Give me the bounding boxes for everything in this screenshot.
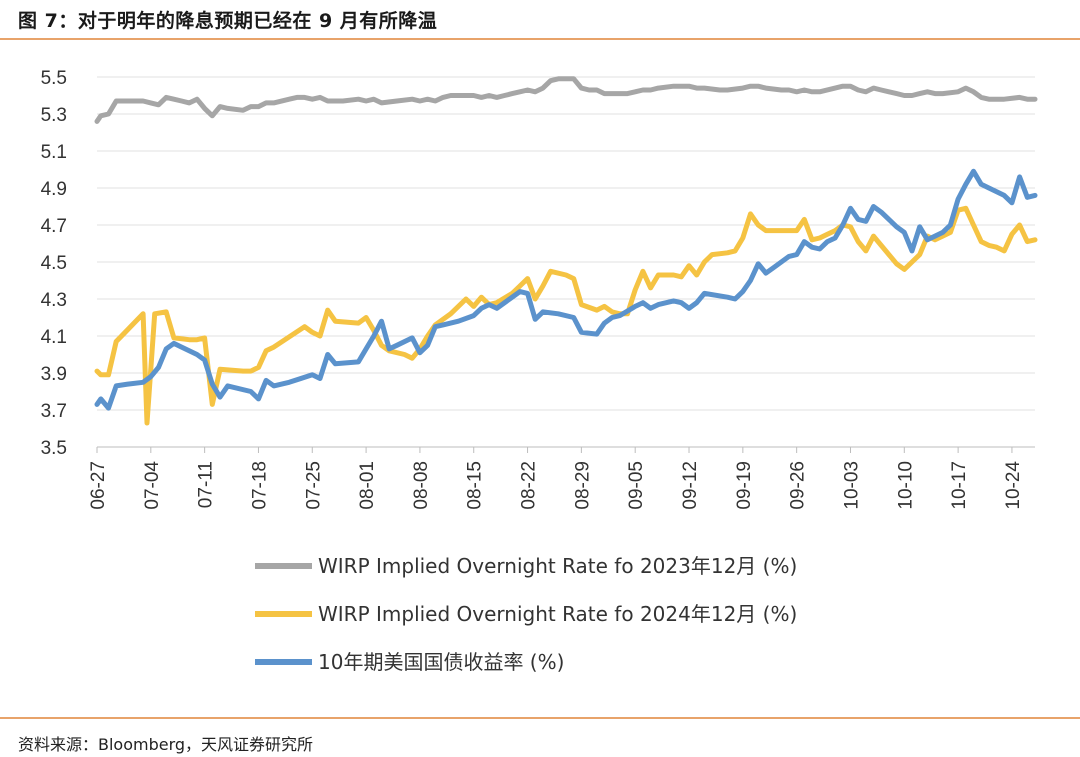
x-tick-label: 10-17 (949, 461, 970, 510)
y-tick-label: 3.5 (41, 438, 67, 459)
figure-title: 图 7：对于明年的降息预期已经在 9 月有所降温 (18, 10, 438, 32)
x-tick-label: 08-01 (357, 461, 378, 510)
y-tick-label: 4.7 (41, 216, 67, 237)
x-tick-label: 08-22 (519, 461, 540, 510)
legend-label: WIRP Implied Overnight Rate fo 2024年12月 … (318, 602, 797, 626)
y-axis: 3.5 3.7 3.9 4.1 4.3 4.5 4.7 4.9 5.1 5.3 5.5 (41, 68, 67, 459)
y-tick-label: 5.1 (41, 142, 67, 163)
x-tick-label: 09-05 (626, 461, 647, 510)
series-wirp-2023-dec-line (94, 76, 1038, 124)
y-tick-label: 4.3 (41, 290, 67, 311)
x-tick-label: 10-10 (895, 461, 916, 510)
bottom-divider (0, 717, 1080, 719)
x-tick-label: 08-15 (465, 461, 486, 510)
x-tick-label: 08-29 (572, 461, 593, 510)
series-wirp-2024-dec-line (94, 205, 1038, 426)
x-tick-label: 08-08 (411, 461, 432, 510)
y-tick-label: 3.9 (41, 364, 67, 385)
x-tick-label: 09-26 (788, 461, 809, 510)
x-tick-label: 07-11 (196, 461, 217, 508)
y-tick-label: 5.5 (41, 68, 67, 89)
legend-label: WIRP Implied Overnight Rate fo 2023年12月 … (318, 554, 797, 578)
line-chart: 3.53.73.94.14.34.54.74.95.15.35.5 06-27 0… (41, 68, 1038, 674)
x-tick-label: 09-12 (680, 461, 701, 510)
legend-label: 10年期美国国债收益率 (%) (318, 650, 564, 674)
x-tick-label: 09-19 (734, 461, 755, 510)
source-note: 资料来源：Bloomberg，天风证券研究所 (18, 735, 314, 754)
x-tick-label: 10-24 (1003, 461, 1024, 510)
x-tick-label: 07-25 (303, 461, 324, 510)
y-tick-label: 3.7 (41, 401, 67, 422)
x-axis: 06-27 07-04 07-11 07-18 07-25 08-01 08-08 08-15… (88, 447, 1024, 510)
series-lines (94, 76, 1038, 426)
y-tick-label: 4.9 (41, 179, 67, 200)
top-divider (0, 38, 1080, 40)
series-ust-10y-yield-line (94, 168, 1038, 411)
legend: WIRP Implied Overnight Rate fo 2023年12月 … (255, 554, 797, 674)
x-tick-label: 07-04 (142, 461, 163, 510)
x-tick-label: 10-03 (841, 461, 862, 510)
y-tick-label: 4.1 (41, 327, 67, 348)
y-tick-label: 5.3 (41, 105, 67, 126)
x-tick-label: 07-18 (249, 461, 270, 510)
x-tick-label: 06-27 (88, 461, 109, 510)
y-tick-label: 4.5 (41, 253, 67, 274)
